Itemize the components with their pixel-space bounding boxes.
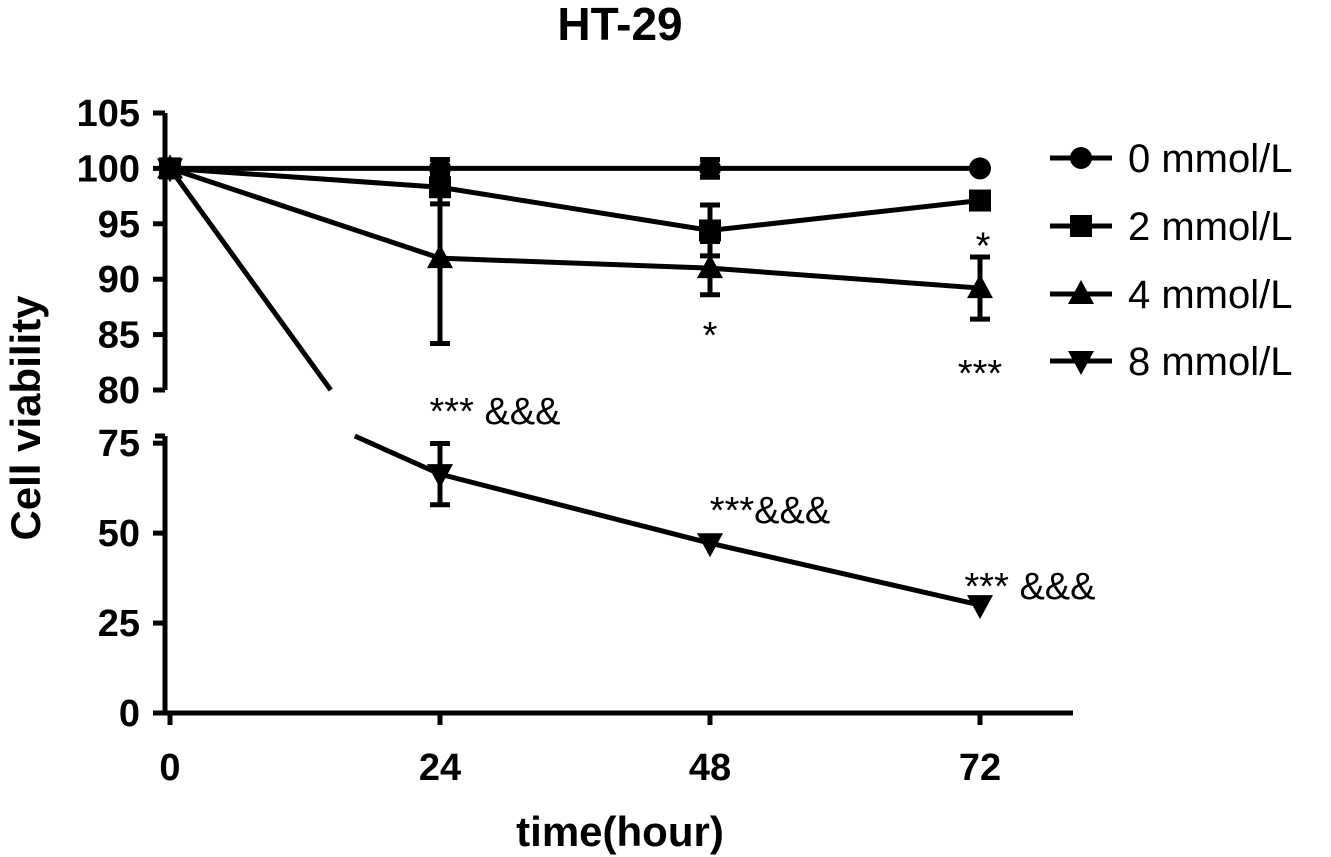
legend: 0 mmol/L 2 mmol/L 4 mmol/L 8 mmol/L [1050,137,1293,384]
data-point [157,158,183,183]
x-tick-label: 72 [959,747,1001,789]
y-tick-label: 80 [98,370,140,412]
data-point [967,595,993,620]
significance-annotation: *** [958,353,1003,395]
y-tick-label: 100 [77,148,140,190]
data-point [427,464,453,489]
legend-marker [1070,147,1092,169]
significance-annotation: ***&&& [710,490,830,532]
annotations: ******** &&&***&&&*** &&& [430,226,1096,609]
data-point [697,254,723,279]
ticks: 80 85 90 95 100 105 0 25 50 75 0 24 48 72 [77,93,1002,789]
y-tick-label: 25 [98,603,140,645]
x-tick-label: 0 [159,747,180,789]
data-point [697,533,723,558]
legend-label: 8 mmol/L [1128,340,1293,384]
chart-title: HT-29 [557,0,682,50]
data-point [969,157,991,180]
legend-label: 2 mmol/L [1128,205,1293,249]
series [157,154,993,620]
y-tick-label: 90 [98,259,140,301]
data-point [699,157,721,180]
y-tick-label: 0 [119,693,140,735]
legend-label: 4 mmol/L [1128,273,1293,317]
significance-annotation: *** &&& [965,566,1096,608]
y-tick-label: 95 [98,204,140,246]
significance-annotation: *** &&& [430,391,561,433]
series-line [169,165,981,233]
significance-annotation: * [703,315,718,357]
legend-label: 0 mmol/L [1128,137,1293,181]
significance-annotation: * [976,226,991,268]
legend-marker [1070,215,1092,237]
y-tick-label: 105 [77,93,140,135]
legend-item: 4 mmol/L [1050,273,1293,317]
y-tick-label: 85 [98,315,140,357]
y-tick-label: 50 [98,513,140,555]
y-axis-label: Cell viability [2,295,49,541]
legend-marker [1068,280,1094,304]
series-line [167,166,981,608]
legend-marker [1068,351,1094,375]
data-point [967,274,993,299]
x-tick-label: 24 [419,747,461,789]
legend-item: 8 mmol/L [1050,340,1293,384]
data-point [969,189,991,212]
data-point [699,219,721,242]
x-axis-label: time(hour) [516,808,724,855]
legend-item: 2 mmol/L [1050,205,1293,249]
series-line [169,166,981,291]
legend-item: 0 mmol/L [1050,137,1293,181]
data-point [427,244,453,269]
y-tick-label: 75 [98,423,140,465]
x-tick-label: 48 [689,747,731,789]
